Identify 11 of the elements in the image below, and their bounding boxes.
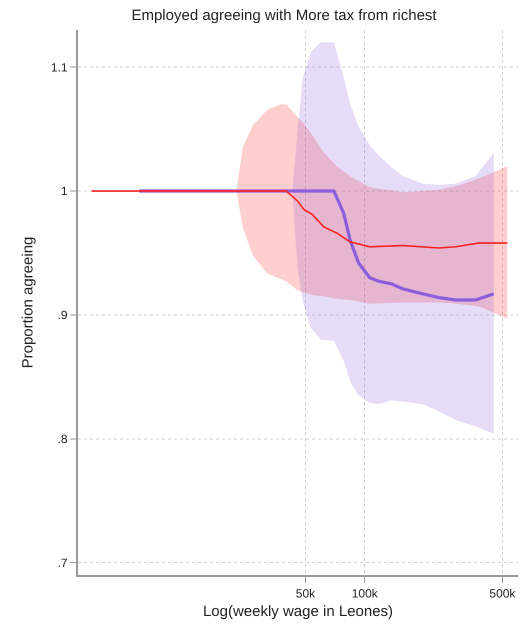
x-tick-label: 500k bbox=[489, 586, 516, 600]
x-axis-title: Log(weekly wage in Leones) bbox=[202, 602, 394, 620]
x-tick-label: 50k bbox=[296, 586, 316, 600]
y-tick-label: .8 bbox=[58, 432, 68, 446]
y-tick-label: 1.1 bbox=[50, 60, 68, 74]
y-tick-label: .9 bbox=[58, 308, 68, 322]
chart-title: Employed agreeing with More tax from richest bbox=[131, 7, 438, 24]
y-tick-label: .7 bbox=[58, 556, 68, 570]
y-axis-title: Proportion agreeing bbox=[20, 236, 37, 368]
y-tick-label: 1 bbox=[60, 184, 68, 198]
x-tick-label: 100k bbox=[352, 586, 379, 600]
